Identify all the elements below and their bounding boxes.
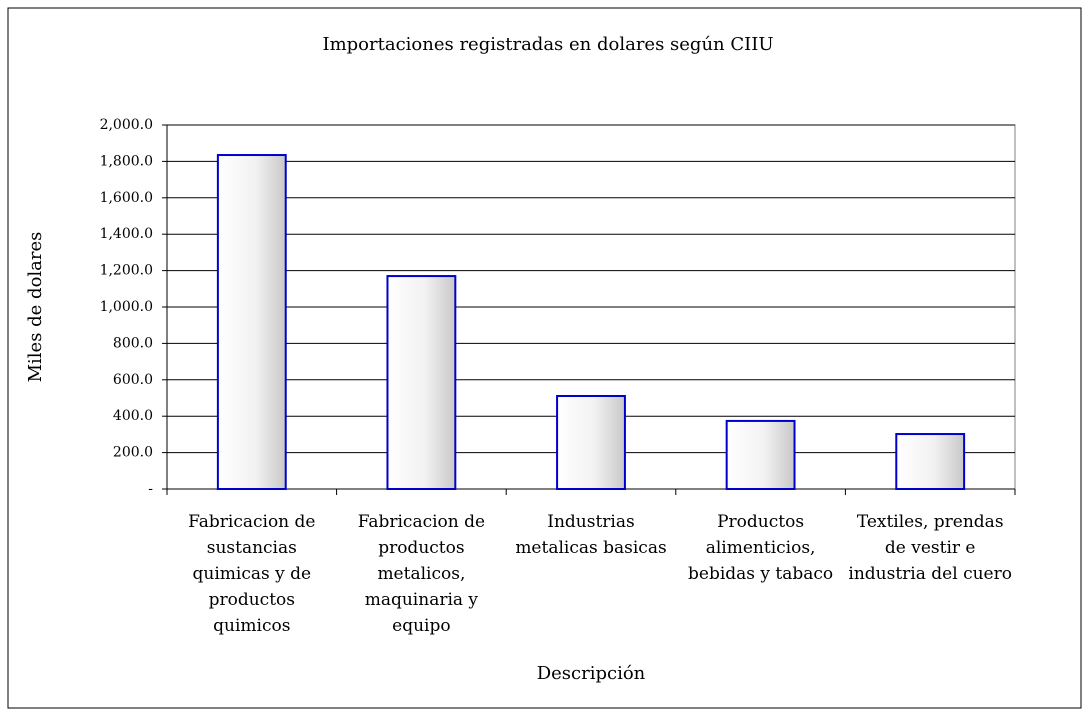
x-tick-label: Textiles, prendas de vestir e industria … bbox=[848, 512, 1012, 584]
y-tick-label: 400.0 bbox=[113, 408, 153, 424]
bar bbox=[725, 419, 796, 491]
x-tick-label: Fabricacion de productos metalicos, maqu… bbox=[357, 512, 486, 636]
y-tick-label: 1,800.0 bbox=[100, 153, 153, 169]
y-tick-label: 1,400.0 bbox=[100, 226, 153, 242]
chart-title: Importaciones registradas en dolares seg… bbox=[322, 34, 773, 55]
x-tick-label: Productos alimenticios, bebidas y tabaco bbox=[688, 512, 834, 584]
y-tick-label: 2,000.0 bbox=[100, 117, 153, 133]
y-tick-label: 200.0 bbox=[113, 445, 153, 461]
y-axis-label: Miles de dolares bbox=[25, 232, 46, 383]
bar bbox=[386, 275, 457, 490]
x-tick-label: Fabricacion de sustancias quimicas y de … bbox=[188, 512, 316, 636]
y-tick-label: 600.0 bbox=[113, 372, 153, 388]
y-tick-label: 1,000.0 bbox=[100, 299, 153, 315]
bar bbox=[216, 154, 287, 490]
bar bbox=[556, 394, 626, 490]
y-tick-label: 800.0 bbox=[113, 335, 153, 351]
x-tick-label: Industrias metalicas basicas bbox=[515, 512, 667, 558]
y-tick-label: - bbox=[148, 481, 153, 497]
x-axis-label: Descripción bbox=[537, 663, 646, 684]
y-tick-label: 1,600.0 bbox=[100, 190, 153, 206]
bar bbox=[895, 433, 966, 491]
y-tick-label: 1,200.0 bbox=[100, 263, 153, 279]
